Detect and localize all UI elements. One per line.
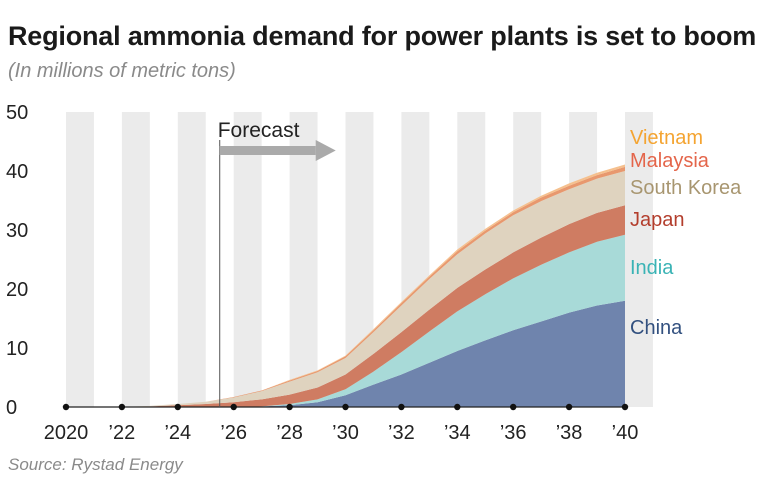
y-tick-label-30: 30 <box>6 220 28 242</box>
chart-subtitle: (In millions of metric tons) <box>8 60 236 82</box>
area-china <box>66 300 625 407</box>
chart-title-main: Regional ammonia demand for power plants… <box>8 21 757 51</box>
forecast-arrow-head <box>315 140 336 161</box>
forecast-arrow-shaft <box>219 146 316 155</box>
series-label-south-korea: South Korea <box>630 177 742 199</box>
y-tick-label-20: 20 <box>6 279 28 301</box>
x-tick-dot-2024 <box>174 403 181 411</box>
forecast-annotation: Forecast <box>218 119 336 407</box>
area-india <box>66 234 625 407</box>
forecast-label: Forecast <box>218 119 300 142</box>
x-tick-label-2034: ’34 <box>444 422 471 444</box>
x-tick-dot-2038 <box>565 403 573 411</box>
grid-band-2028 <box>289 112 318 407</box>
grid-band-2040 <box>625 112 653 407</box>
x-tick-label-2036: ’36 <box>500 422 527 444</box>
x-tick-label-2020: 2020 <box>44 422 89 444</box>
y-tick-label-40: 40 <box>6 161 28 183</box>
axes: 0 10 20 30 40 50 2020 ’22 ’24 ’26 ’28 ’30 ’32 ’34 ’36 ’… <box>6 102 638 444</box>
stacked-areas <box>66 164 625 407</box>
series-label-china: China <box>630 317 683 339</box>
y-tick-label-50: 50 <box>6 102 28 124</box>
series-label-vietnam: Vietnam <box>630 127 703 149</box>
y-tick-label-0: 0 <box>6 397 17 419</box>
grid-band-2022 <box>121 112 150 407</box>
x-tick-dot-2032 <box>398 403 405 411</box>
x-tick-label-2030: ’30 <box>332 422 359 444</box>
x-tick-dot-2028 <box>286 403 293 411</box>
grid-band-2026 <box>233 112 262 407</box>
x-tick-label-2028: ’28 <box>276 422 303 444</box>
x-tick-label-2032: ’32 <box>388 422 415 444</box>
x-tick-dot-2026 <box>230 403 237 411</box>
x-tick-dot-2022 <box>118 403 126 411</box>
source-note: Source: Rystad Energy <box>8 455 183 474</box>
x-tick-label-2026: ’26 <box>220 422 247 444</box>
chart-title: Regional ammonia demand for power plants… <box>8 20 758 87</box>
series-labels: China India Japan South Korea MalaysiaVietna… <box>630 127 742 339</box>
x-tick-label-2024: ’24 <box>164 422 191 444</box>
series-label-malaysia: Malaysia <box>630 150 710 172</box>
grid-band-2020 <box>66 112 94 407</box>
x-tick-label-2038: ’38 <box>556 422 583 444</box>
series-label-japan: Japan <box>630 209 685 231</box>
area-japan <box>66 205 625 407</box>
area-south-korea <box>66 171 625 407</box>
grid-band-2024 <box>177 112 206 407</box>
x-tick-label-2040: ’40 <box>612 422 639 444</box>
x-tick-dot-2034 <box>454 403 461 411</box>
x-tick-dot-2020 <box>62 403 70 411</box>
series-label-india: India <box>630 257 674 279</box>
y-tick-label-10: 10 <box>6 338 28 360</box>
x-tick-dot-2040 <box>621 403 629 411</box>
x-tick-dot-2030 <box>342 403 349 411</box>
x-tick-label-2022: ’22 <box>109 422 136 444</box>
x-tick-dot-2036 <box>510 403 517 411</box>
